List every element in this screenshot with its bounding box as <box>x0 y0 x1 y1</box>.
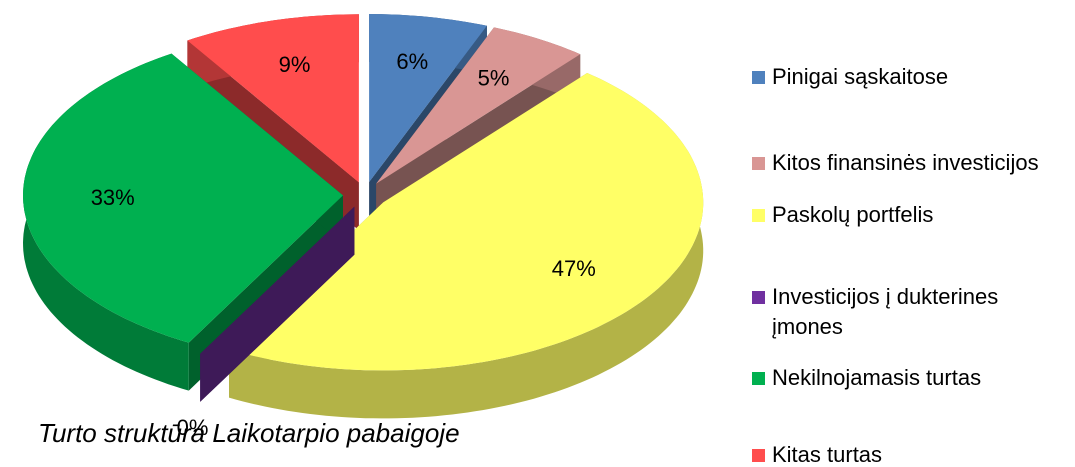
legend-label: Investicijos į dukterines įmones <box>772 284 999 339</box>
slice-wall <box>200 206 355 402</box>
legend-swatch <box>752 372 765 385</box>
legend-label: Pinigai sąskaitose <box>772 64 949 89</box>
slice-top <box>23 53 344 343</box>
data-label: 5% <box>478 65 510 90</box>
chart-title: Turto struktūra Laikotarpio pabaigoje <box>38 418 460 448</box>
legend-swatch <box>752 449 765 462</box>
data-label: 33% <box>91 185 135 210</box>
legend-swatch <box>752 291 765 304</box>
legend-swatch <box>752 209 765 222</box>
data-label: 0% <box>177 415 209 440</box>
legend-label: Kitas turtas <box>772 442 883 467</box>
legend-label: Kitos finansinės investicijos <box>772 150 1039 175</box>
legend-swatch <box>752 71 765 84</box>
legend-label: Nekilnojamasis turtas <box>772 365 982 390</box>
data-label: 6% <box>396 49 428 74</box>
slice-side <box>229 73 704 419</box>
slice-top <box>369 14 487 183</box>
slice-top <box>376 27 581 184</box>
chart: 6% 9% 5% 33% 47% 0% <box>23 14 704 440</box>
slice-top <box>187 14 359 183</box>
slice <box>200 206 355 402</box>
legend-swatch <box>752 157 765 170</box>
data-label: 47% <box>552 256 596 281</box>
legend-label: Paskolų portfelis <box>772 202 934 227</box>
data-label: 9% <box>279 52 311 77</box>
slice-top <box>229 73 704 371</box>
